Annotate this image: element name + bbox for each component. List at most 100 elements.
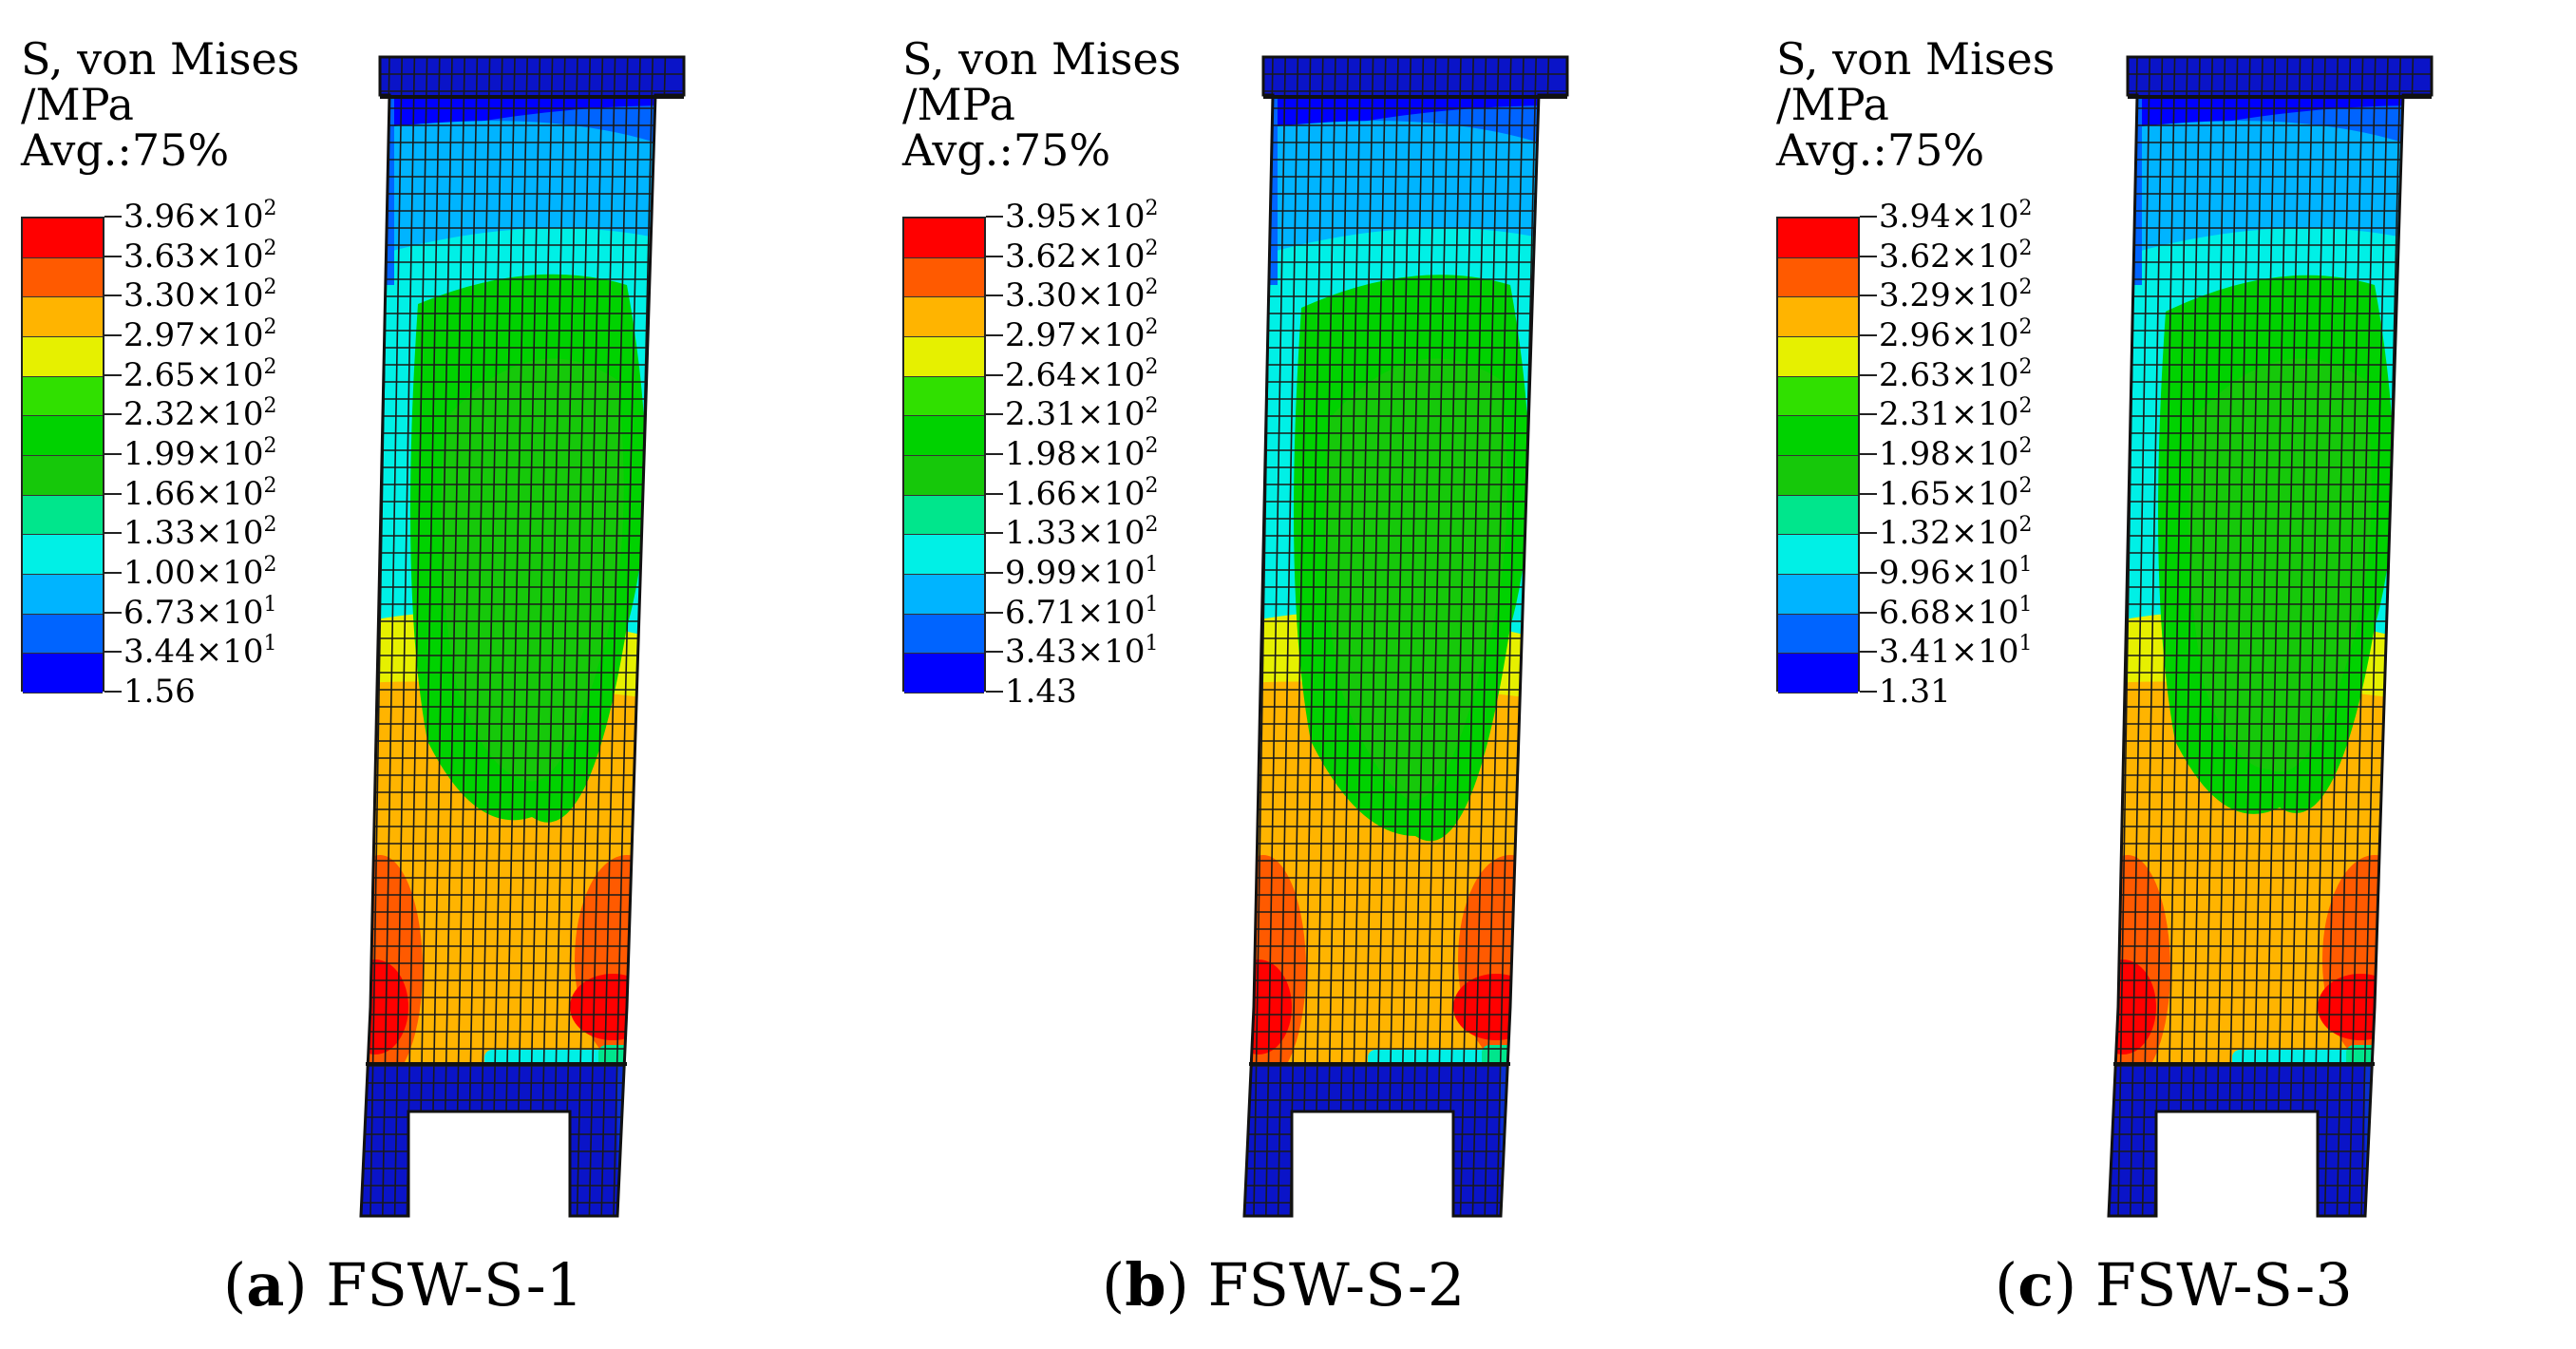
legend-label: 3.30×102 (123, 276, 277, 315)
legend-title-line2: /MPa (1776, 79, 1889, 130)
caption-letter: c (2017, 1250, 2054, 1320)
legend-tick (104, 651, 122, 654)
legend-label: 3.44×101 (123, 632, 277, 672)
panel-c: S, von Mises /MPa Avg.:75% 3.94×102 3.62×… (1748, 0, 2576, 1349)
legend-label: 3.30×102 (1005, 276, 1159, 315)
legend-swatch (1778, 455, 1858, 496)
legend-swatch (904, 257, 984, 298)
legend-tick (1860, 453, 1877, 455)
legend-swatch (23, 416, 103, 456)
legend-label: 1.32×102 (1879, 513, 2033, 553)
legend-swatch (1778, 654, 1858, 694)
legend-tick (1860, 691, 1877, 693)
legend-label: 2.64×102 (1005, 354, 1159, 394)
legend-title-line3: Avg.:75% (21, 124, 230, 176)
legend-tick (104, 492, 122, 495)
legend-swatch (904, 654, 984, 694)
legend-swatch (904, 376, 984, 417)
legend-tick (104, 294, 122, 297)
legend-label: 1.33×102 (123, 513, 277, 553)
legend-label: 1.66×102 (123, 473, 277, 513)
contour-field (1244, 57, 1567, 1216)
legend-label: 1.98×102 (1005, 434, 1159, 473)
legend-swatch (23, 297, 103, 337)
legend-tick (104, 691, 122, 693)
legend-label: 3.63×102 (123, 236, 277, 276)
caption-letter: b (1125, 1250, 1166, 1320)
legend-title-line3: Avg.:75% (1776, 124, 1985, 176)
legend-label: 2.97×102 (123, 315, 277, 354)
caption-name: FSW-S-3 (2094, 1250, 2353, 1320)
legend-swatch (1778, 574, 1858, 615)
legend-swatch (23, 376, 103, 417)
legend-swatch (1778, 257, 1858, 298)
legend-tick (104, 453, 122, 455)
caption-name: FSW-S-1 (326, 1250, 584, 1320)
legend-tick (104, 334, 122, 336)
legend-swatch (1778, 297, 1858, 337)
legend-tick (1860, 413, 1877, 416)
legend-tick (104, 532, 122, 535)
legend-tick (1860, 651, 1877, 654)
legend-tick (1860, 294, 1877, 297)
legend-tick (1860, 334, 1877, 336)
legend-label: 3.96×102 (123, 197, 277, 236)
caption-a: (a) FSW-S-1 (223, 1250, 584, 1320)
legend-label: 1.99×102 (123, 434, 277, 473)
legend-tick (104, 255, 122, 257)
legend-tick (104, 373, 122, 376)
legend-label: 1.66×102 (1005, 473, 1159, 513)
legend-label: 1.00×102 (123, 553, 277, 592)
legend-tick (986, 453, 1003, 455)
legend-label: 2.97×102 (1005, 315, 1159, 354)
legend-label: 2.31×102 (1879, 394, 2033, 434)
legend-tick (1860, 611, 1877, 614)
legend-label: 6.68×101 (1879, 592, 2033, 632)
legend-title-line2: /MPa (902, 79, 1015, 130)
legend-title-line1: S, von Mises (1776, 33, 2055, 85)
legend-label: 1.56 (123, 673, 196, 711)
caption-c: (c) FSW-S-3 (1995, 1250, 2353, 1320)
legend-label: 2.63×102 (1879, 354, 2033, 394)
legend-label: 2.65×102 (123, 354, 277, 394)
legend-swatch (1778, 416, 1858, 456)
legend-tick (986, 373, 1003, 376)
legend-swatch (904, 614, 984, 655)
legend-swatch (23, 336, 103, 377)
legend-swatch (23, 455, 103, 496)
legend-colorbar (1776, 217, 1860, 694)
legend-tick (986, 216, 1003, 218)
legend-c: S, von Mises /MPa Avg.:75% 3.94×102 3.62×… (1776, 33, 2055, 708)
legend-swatch (23, 654, 103, 694)
legend-colorbar (21, 217, 104, 694)
legend-swatch (1778, 614, 1858, 655)
contour-field (2109, 57, 2432, 1216)
legend-swatch (23, 614, 103, 655)
legend-swatch (1778, 218, 1858, 258)
legend-label: 3.94×102 (1879, 197, 2033, 236)
legend-swatch (904, 495, 984, 536)
fe-model-c (2107, 55, 2434, 1218)
legend-tick (986, 413, 1003, 416)
caption-b: (b) FSW-S-2 (1102, 1250, 1466, 1320)
caption-name: FSW-S-2 (1207, 1250, 1466, 1320)
legend-swatch (904, 455, 984, 496)
legend-a: S, von Mises /MPa Avg.:75% 3.96×102 3.63×… (21, 36, 299, 708)
legend-label: 6.73×101 (123, 592, 277, 632)
legend-swatch (23, 574, 103, 615)
legend-tick (1860, 373, 1877, 376)
legend-swatch (904, 535, 984, 575)
legend-swatch (904, 416, 984, 456)
legend-tick (1860, 492, 1877, 495)
legend-swatch (1778, 376, 1858, 417)
legend-tick (986, 572, 1003, 574)
legend-tick (986, 334, 1003, 336)
legend-swatch (904, 574, 984, 615)
legend-label: 3.29×102 (1879, 276, 2033, 315)
legend-swatch (23, 257, 103, 298)
legend-label: 3.95×102 (1005, 197, 1159, 236)
legend-swatch (904, 297, 984, 337)
legend-tick (986, 492, 1003, 495)
legend-tick (986, 294, 1003, 297)
